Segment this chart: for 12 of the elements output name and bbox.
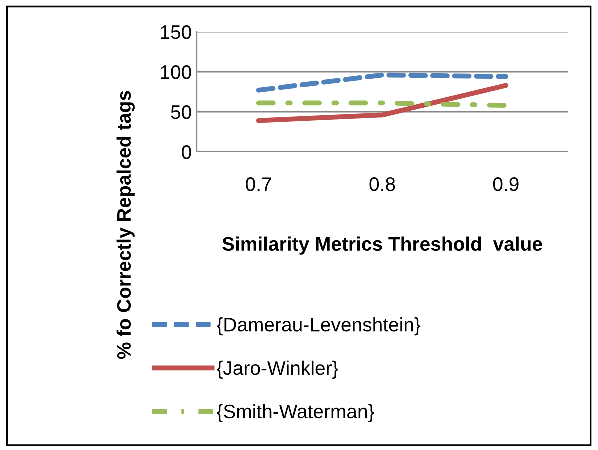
legend-label: {Damerau-Levenshtein} [216, 318, 421, 336]
x-tick-label: 0.8 [370, 178, 396, 192]
y-tick-label: 0 [182, 145, 192, 160]
y-tick-label: 100 [161, 65, 192, 80]
y-tick-label: 50 [171, 105, 192, 120]
legend-label: {Jaro-Winkler} [216, 360, 338, 380]
y-tick-label: 150 [161, 25, 192, 40]
x-tick-label: 0.9 [493, 178, 519, 192]
x-axis-title: Similarity Metrics Threshold value [222, 236, 542, 255]
x-tick-label: 0.7 [246, 178, 272, 192]
legend-label: {Smith-Waterman} [216, 404, 374, 422]
y-axis-title: % fo Correctly Repalced tags [116, 91, 135, 360]
